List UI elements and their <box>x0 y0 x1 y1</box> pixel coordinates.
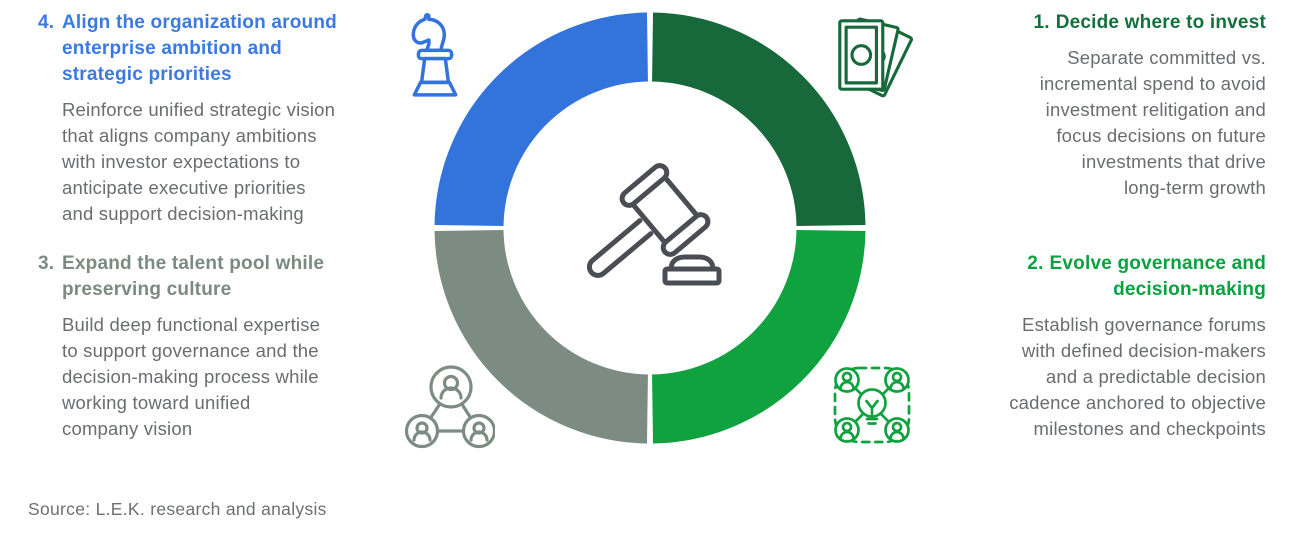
donut-segment-top-right <box>651 12 866 227</box>
idea-network-icon <box>830 363 914 447</box>
donut-segment-top-left <box>434 12 649 227</box>
block-1-body: Separate committed vs. incremental spend… <box>1039 47 1266 198</box>
block-4-title: Align the organization around enterprise… <box>62 12 337 85</box>
people-network-icon <box>403 360 495 452</box>
block-3-body: Build deep functional expertise to suppo… <box>62 314 321 439</box>
block-4-body: Reinforce unified strategic vision that … <box>62 99 336 224</box>
chess-knight-icon <box>404 10 466 97</box>
block-3-title: Expand the talent pool while preserving … <box>62 253 325 300</box>
block-align-organization: 4. Align the organization around enterpr… <box>38 10 418 227</box>
block-1-heading: 1. Decide where to invest <box>946 10 1266 36</box>
gavel-icon <box>580 155 730 305</box>
block-4-heading: 4. Align the organization around enterpr… <box>38 10 418 88</box>
block-2-heading: 2. Evolve governance and decision-making <box>946 251 1266 303</box>
block-2-title: Evolve governance and decision-making <box>1049 253 1266 300</box>
money-bills-icon <box>830 12 916 100</box>
block-evolve-governance: 2. Evolve governance and decision-making … <box>946 251 1266 442</box>
block-decide-invest: 1. Decide where to invest Separate commit… <box>946 10 1266 201</box>
block-2-number: 2. <box>1027 253 1044 274</box>
block-1-title: Decide where to invest <box>1055 12 1266 33</box>
donut-segment-bottom-left <box>434 229 649 444</box>
donut-ring <box>434 12 866 444</box>
donut-segment-bottom-right <box>651 229 866 444</box>
block-1-number: 1. <box>1033 12 1050 33</box>
block-3-heading: 3. Expand the talent pool while preservi… <box>38 251 418 303</box>
block-2-body: Establish governance forums with defined… <box>1009 314 1266 439</box>
block-expand-talent: 3. Expand the talent pool while preservi… <box>38 251 418 442</box>
source-note: Source: L.E.K. research and analysis <box>28 499 327 519</box>
block-4-number: 4. <box>38 12 55 33</box>
block-3-number: 3. <box>38 253 55 274</box>
